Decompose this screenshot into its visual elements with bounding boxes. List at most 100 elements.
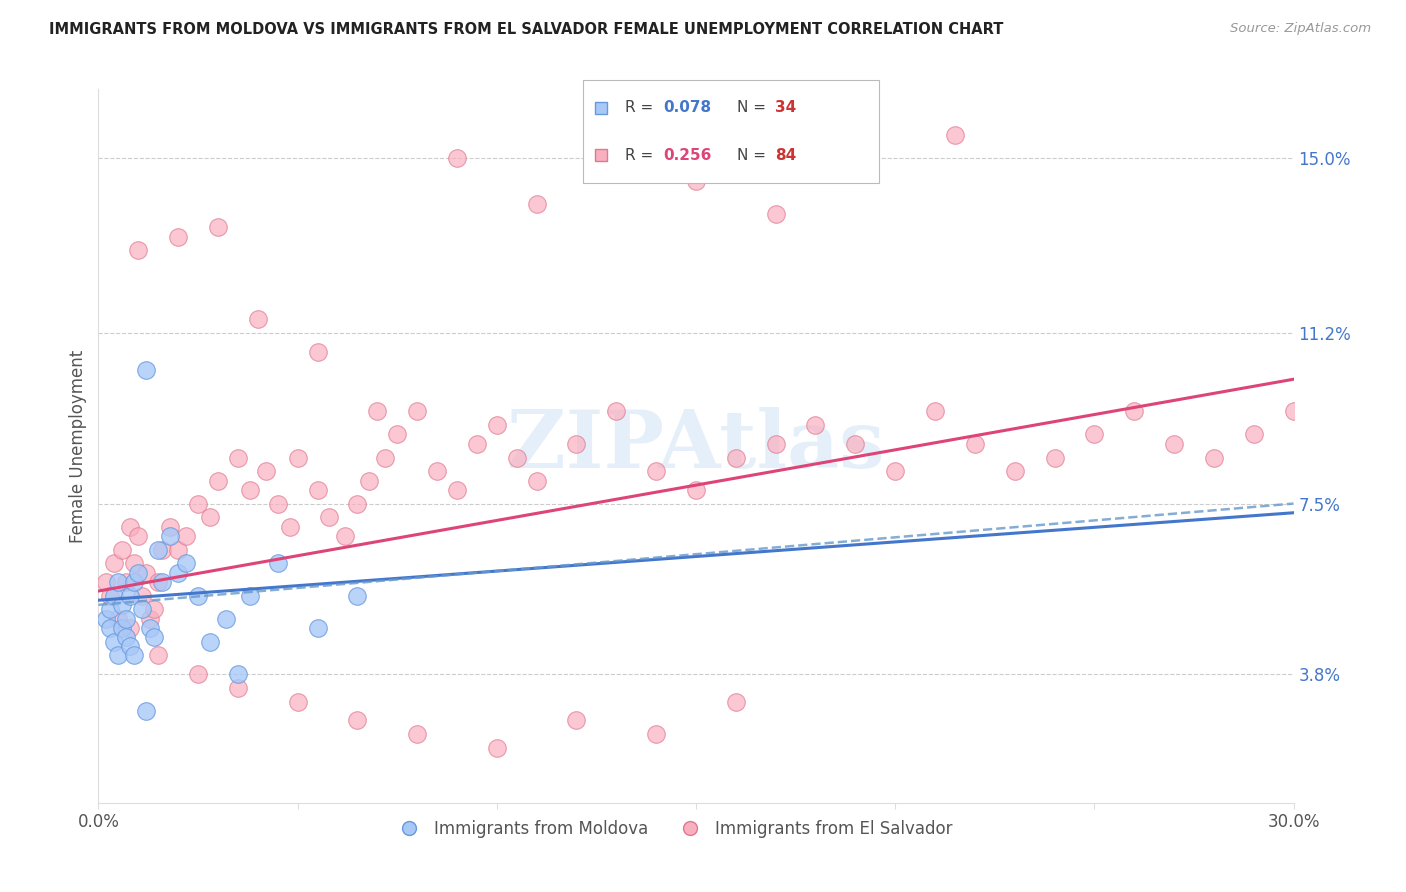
Point <box>1083 427 1105 442</box>
Point <box>346 713 368 727</box>
Point <box>1043 450 1066 465</box>
Point <box>645 464 668 478</box>
Point <box>120 640 142 654</box>
Point <box>148 542 170 557</box>
Point <box>565 436 588 450</box>
Point <box>506 450 529 465</box>
Point <box>103 589 125 603</box>
Point <box>1163 436 1185 450</box>
Point <box>924 404 946 418</box>
Point <box>107 648 129 663</box>
Y-axis label: Female Unemployment: Female Unemployment <box>69 350 87 542</box>
Point <box>426 464 449 478</box>
Point <box>1123 404 1146 418</box>
Point <box>143 630 166 644</box>
Point <box>254 464 277 478</box>
Point <box>150 574 173 589</box>
Point <box>174 557 197 571</box>
Point <box>406 727 429 741</box>
Point <box>139 612 162 626</box>
Point <box>226 666 249 681</box>
Text: IMMIGRANTS FROM MOLDOVA VS IMMIGRANTS FROM EL SALVADOR FEMALE UNEMPLOYMENT CORRE: IMMIGRANTS FROM MOLDOVA VS IMMIGRANTS FR… <box>49 22 1004 37</box>
Point <box>226 450 249 465</box>
Point <box>103 557 125 571</box>
Point <box>135 566 157 580</box>
Point <box>884 464 907 478</box>
Text: R =: R = <box>624 148 658 162</box>
Point <box>963 436 986 450</box>
Point <box>174 529 197 543</box>
Point <box>215 612 238 626</box>
Legend: Immigrants from Moldova, Immigrants from El Salvador: Immigrants from Moldova, Immigrants from… <box>385 814 959 845</box>
Point <box>267 557 290 571</box>
Point <box>765 206 787 220</box>
Point <box>239 483 262 497</box>
Point <box>107 574 129 589</box>
Point <box>127 244 149 258</box>
Point <box>167 229 190 244</box>
Point <box>120 519 142 533</box>
Text: N =: N = <box>737 101 770 115</box>
Point <box>685 174 707 188</box>
Text: ZIPAtlas: ZIPAtlas <box>508 407 884 485</box>
Point <box>135 704 157 718</box>
Point <box>485 740 508 755</box>
Point <box>287 450 309 465</box>
Point <box>167 542 190 557</box>
Point <box>98 621 122 635</box>
Text: 34: 34 <box>776 101 797 115</box>
Point <box>98 602 122 616</box>
Point <box>605 142 627 156</box>
Point <box>645 727 668 741</box>
Point <box>526 197 548 211</box>
Point <box>111 621 134 635</box>
Point <box>307 344 329 359</box>
Point <box>307 621 329 635</box>
Point <box>187 497 209 511</box>
Point <box>526 474 548 488</box>
Point <box>804 418 827 433</box>
Point <box>187 666 209 681</box>
Point <box>124 648 146 663</box>
Point <box>124 574 146 589</box>
Point <box>1282 404 1305 418</box>
Point <box>120 589 142 603</box>
Point <box>111 542 134 557</box>
Point <box>143 602 166 616</box>
Point <box>1004 464 1026 478</box>
Point <box>765 436 787 450</box>
Point <box>96 612 118 626</box>
Point <box>167 566 190 580</box>
Point <box>226 681 249 695</box>
Point <box>724 450 747 465</box>
Point <box>139 621 162 635</box>
Point <box>135 363 157 377</box>
Point <box>346 497 368 511</box>
Point <box>844 436 866 450</box>
Point <box>246 312 269 326</box>
Point <box>103 634 125 648</box>
Point <box>267 497 290 511</box>
Point <box>124 557 146 571</box>
Point <box>96 574 118 589</box>
Point <box>465 436 488 450</box>
Point <box>98 589 122 603</box>
Point <box>131 602 153 616</box>
Point <box>107 612 129 626</box>
Point <box>605 404 627 418</box>
Text: Source: ZipAtlas.com: Source: ZipAtlas.com <box>1230 22 1371 36</box>
Point <box>150 542 173 557</box>
Point <box>148 574 170 589</box>
Point <box>198 510 221 524</box>
Point <box>385 427 409 442</box>
Point <box>159 519 181 533</box>
Point <box>207 220 229 235</box>
Point <box>335 529 357 543</box>
Point <box>366 404 388 418</box>
Point <box>120 621 142 635</box>
Point <box>685 483 707 497</box>
Point <box>111 598 134 612</box>
Point <box>724 694 747 708</box>
Point <box>446 483 468 497</box>
Point <box>278 519 301 533</box>
